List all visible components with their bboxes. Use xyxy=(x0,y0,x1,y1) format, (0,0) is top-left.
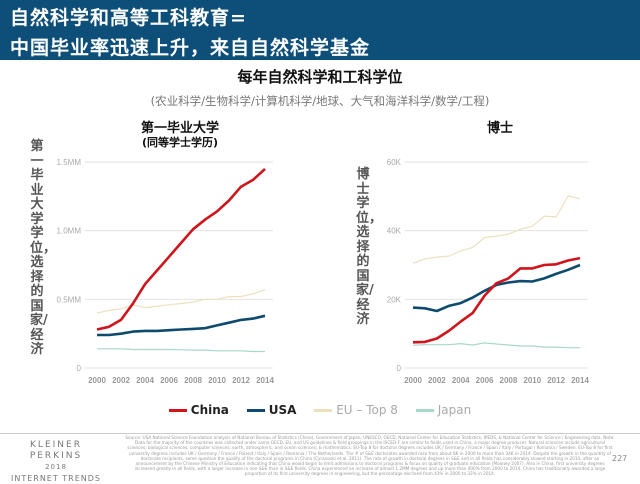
series-line-usa xyxy=(97,314,266,337)
legend-label: USA xyxy=(268,403,297,417)
y-tick-label: 0 xyxy=(397,364,402,373)
legend-item-japan: Japan xyxy=(415,403,472,417)
x-tick-label: 2004 xyxy=(136,376,154,385)
series-line-china xyxy=(412,256,581,344)
header-banner: 自然科学和高等工科教育= 中国毕业率迅速上升，来自自然科学基金 xyxy=(0,0,640,60)
usa-swatch xyxy=(246,409,265,412)
series-line-china xyxy=(96,167,266,331)
chart1-title: 第一毕业大学 xyxy=(140,121,219,136)
logo-line1: KLEINER PERKINS xyxy=(29,440,83,461)
legend-label: China xyxy=(190,403,229,417)
y-tick-label: 0 xyxy=(77,364,82,373)
x-tick-label: 2014 xyxy=(256,376,274,385)
source-note: Source: USA National Science Foundation … xyxy=(125,435,615,477)
x-tick-label: 2000 xyxy=(404,376,422,385)
y-tick-label: 40K xyxy=(387,227,402,236)
x-tick-label: 2010 xyxy=(208,376,226,385)
y-tick-label: 1.0MM xyxy=(57,227,82,236)
x-tick-label: 2006 xyxy=(476,376,494,385)
chart2-title: 博士 xyxy=(486,121,513,136)
x-tick-label: 2008 xyxy=(184,376,202,385)
subtitle: (农业科学/生物科学/计算机科学/地球、大气和海洋科学/数学/工程) xyxy=(150,94,490,108)
x-tick-label: 2012 xyxy=(232,376,250,385)
series-line-japan xyxy=(412,342,580,349)
x-tick-label: 2002 xyxy=(428,376,446,385)
chart2-y-axis-label: 博士学位，选择的国家/经济 xyxy=(356,167,383,327)
y-tick-label: 60K xyxy=(387,158,402,167)
chart1-y-axis-label: 第一毕业大学学位，选择的国家/经济 xyxy=(30,139,57,357)
chart1-subtitle: (同等学士学历) xyxy=(141,136,219,149)
header-title-line1: 自然科学和高等工科教育= xyxy=(10,7,247,29)
x-tick-label: 2008 xyxy=(500,376,518,385)
y-tick-label: 20K xyxy=(387,295,402,304)
legend-item-china: China xyxy=(168,403,229,417)
page-number: 227 xyxy=(612,454,628,463)
x-tick-label: 2014 xyxy=(571,376,589,385)
x-tick-label: 2004 xyxy=(452,376,470,385)
logo-line2: 2018 xyxy=(45,463,67,471)
legend-item-eu: EU – Top 8 xyxy=(314,403,398,417)
legend-item-usa: USA xyxy=(246,403,297,417)
series-line-eu-top-8 xyxy=(412,195,581,264)
y-tick-label: 1.5MM xyxy=(57,158,82,167)
x-tick-label: 2012 xyxy=(547,376,565,385)
series-line-eu-top-8 xyxy=(96,289,266,314)
footer-divider xyxy=(0,433,640,434)
legend: China USA EU – Top 8 Japan xyxy=(0,403,640,417)
logo-line3: INTERNET TRENDS xyxy=(10,474,102,483)
japan-swatch xyxy=(415,409,434,412)
header-title-line2: 中国毕业率迅速上升，来自自然科学基金 xyxy=(10,37,371,59)
x-tick-label: 2000 xyxy=(88,376,106,385)
x-tick-label: 2010 xyxy=(523,376,541,385)
legend-label: Japan xyxy=(437,403,472,417)
legend-label: EU – Top 8 xyxy=(336,403,398,417)
kleiner-perkins-logo: KLEINER PERKINS 2018 INTERNET TRENDS xyxy=(6,440,106,484)
eu-swatch xyxy=(314,409,333,412)
series-line-usa xyxy=(412,263,581,313)
y-tick-label: 0.5MM xyxy=(57,295,82,304)
china-swatch xyxy=(168,409,187,412)
series-line-japan xyxy=(97,348,265,353)
x-tick-label: 2002 xyxy=(112,376,130,385)
x-tick-label: 2006 xyxy=(160,376,178,385)
main-title: 每年自然科学和工科学位 xyxy=(237,68,403,86)
